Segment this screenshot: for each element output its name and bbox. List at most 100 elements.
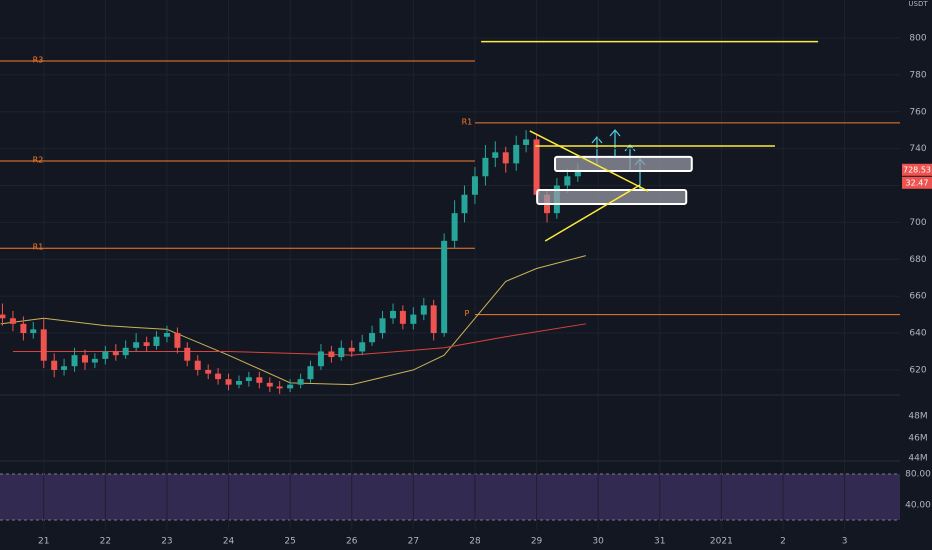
candle-body [112, 351, 119, 356]
candle-body [513, 144, 520, 164]
x-tick-label: 3 [842, 537, 848, 547]
candle-body [328, 351, 335, 358]
pivot-label: R2 [33, 155, 44, 164]
last-price-box [902, 163, 932, 176]
x-tick-label: 2 [780, 537, 786, 547]
zone-box [536, 188, 688, 205]
candle-body [307, 366, 314, 380]
y-tick-label: 640 [909, 329, 926, 339]
y-tick-label: 740 [909, 144, 926, 154]
x-tick-label: 28 [469, 537, 481, 547]
candle-body [379, 318, 386, 334]
zone-box [554, 155, 693, 172]
candle-body [451, 213, 458, 241]
candle-body [153, 336, 160, 346]
candle-body [82, 355, 89, 363]
pane-tick: 48M [908, 412, 927, 422]
y-tick-label: 760 [909, 107, 926, 117]
candle-body [420, 305, 427, 315]
candle-body [20, 323, 27, 334]
candle-body [523, 139, 530, 145]
candle-body [399, 310, 406, 324]
candle-body [184, 347, 191, 361]
y-tick-label: 660 [909, 292, 926, 302]
candle-body [9, 318, 16, 324]
candle-body [194, 360, 201, 370]
candle-body [338, 347, 345, 358]
candle-body [205, 369, 212, 374]
y-tick-label: 800 [909, 33, 926, 43]
pivot-label: R1 [462, 117, 473, 126]
candle-body [482, 157, 489, 177]
candle-body [236, 380, 243, 385]
x-tick-label: 27 [408, 537, 419, 547]
candle-body [317, 351, 324, 367]
pivot-label: R1 [33, 243, 44, 252]
candle-body [256, 377, 263, 383]
candle-body [410, 314, 417, 324]
candle-body [143, 342, 150, 346]
x-tick-label: 30 [592, 537, 604, 547]
x-tick-label: 2021 [710, 537, 733, 547]
pane-tick: 46M [908, 434, 927, 444]
candle-body [215, 373, 222, 380]
last-price: 728.53 [903, 165, 931, 174]
candle-body [174, 333, 181, 348]
candle-body [287, 384, 294, 389]
candle-body [441, 240, 448, 334]
candle-body [40, 329, 47, 361]
y-tick-label: 620 [909, 365, 926, 375]
candle-body [91, 358, 98, 363]
pivot-label: R3 [33, 56, 44, 65]
x-tick-label: 26 [346, 537, 358, 547]
oscillator-band [0, 474, 900, 520]
candle-body [122, 347, 129, 356]
trend-line [529, 130, 649, 192]
candle-body [133, 342, 140, 348]
candle-body [61, 366, 68, 370]
x-tick-label: 22 [100, 537, 111, 547]
pivot-label: P [465, 309, 470, 318]
x-tick-label: 29 [531, 537, 543, 547]
candle-body [348, 347, 355, 352]
candle-body [359, 342, 366, 352]
candle-body [471, 176, 478, 195]
candle-body [225, 379, 232, 385]
y-tick-label: 680 [909, 255, 926, 265]
candle-body [533, 139, 540, 195]
trend-line [544, 184, 641, 242]
candle-body [574, 169, 581, 177]
x-tick-label: 23 [161, 537, 172, 547]
candle-body [564, 176, 571, 186]
candle-body [461, 194, 468, 214]
label-box [902, 176, 932, 189]
y-tick-label: 780 [909, 70, 926, 80]
candle-body [0, 314, 6, 319]
candle-body [297, 379, 304, 385]
x-tick-label: 24 [223, 537, 235, 547]
candle-body [430, 305, 437, 334]
x-tick-label: 31 [654, 537, 665, 547]
x-tick-label: 21 [38, 537, 49, 547]
candle-body [390, 310, 397, 319]
pane-tick: 44M [908, 454, 927, 464]
x-tick-label: 25 [284, 537, 295, 547]
candle-body [163, 333, 170, 337]
candle-body [102, 351, 109, 359]
pane-tick: 40.00 [905, 501, 931, 511]
y-tick-label: 700 [909, 218, 926, 228]
candle-body [276, 386, 283, 389]
pane-tick: 80.00 [905, 470, 931, 480]
candle-body [30, 329, 37, 334]
candle-body [492, 152, 499, 158]
candle-body [502, 152, 509, 164]
last-label: 32.47 [906, 178, 929, 187]
candle-body [245, 377, 252, 381]
candle-body [71, 355, 78, 367]
candle-body [369, 333, 376, 343]
moving-average [0, 255, 586, 386]
candle-body [266, 382, 273, 387]
currency: USDT [908, 0, 928, 8]
